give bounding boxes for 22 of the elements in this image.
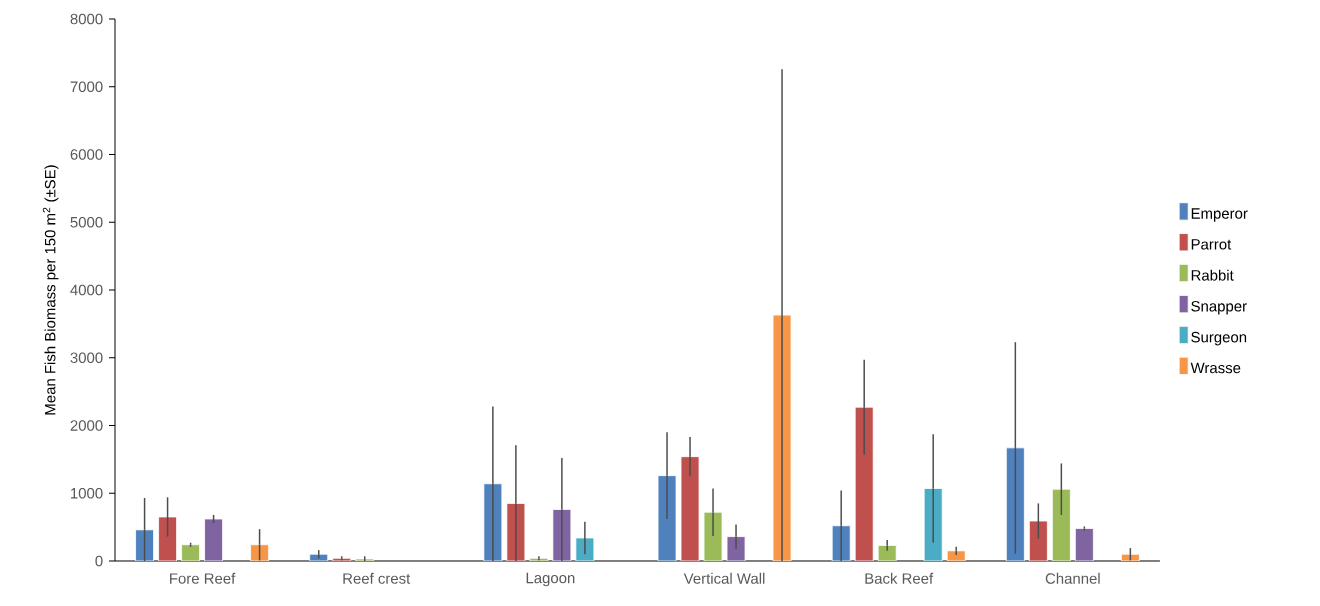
- y-tick-label: 1000: [71, 487, 103, 499]
- legend-label: Wrasse: [1190, 362, 1241, 374]
- y-axis-title: Mean Fish Biomass per 150 m$^{2}$ (±SE): [42, 165, 59, 415]
- x-tick-label: Channel: [1045, 572, 1100, 584]
- y-tick-label: 3000: [70, 352, 103, 364]
- legend-label: Rabbit: [1191, 269, 1234, 281]
- x-tick-label: Back Reef: [865, 572, 934, 584]
- y-tick-label: 7000: [70, 81, 103, 93]
- y-tick-label: 5000: [70, 216, 103, 228]
- x-tick-label: Reef crest: [343, 572, 411, 584]
- legend-label: Surgeon: [1191, 331, 1247, 346]
- legend-label: Emperor: [1191, 208, 1248, 222]
- y-tick-label: 4000: [70, 284, 103, 296]
- legend-label: Parrot: [1191, 239, 1232, 250]
- legend-label: Snapper: [1191, 300, 1247, 315]
- x-tick-label: Vertical Wall: [683, 572, 765, 584]
- y-tick-label: 6000: [70, 149, 103, 160]
- y-tick-label: 0: [95, 555, 103, 567]
- y-tick-label: 2000: [70, 420, 103, 431]
- x-tick-label: Fore Reef: [170, 572, 236, 584]
- x-tick-label: Lagoon: [526, 572, 575, 587]
- y-tick-label: 8000: [70, 13, 103, 25]
